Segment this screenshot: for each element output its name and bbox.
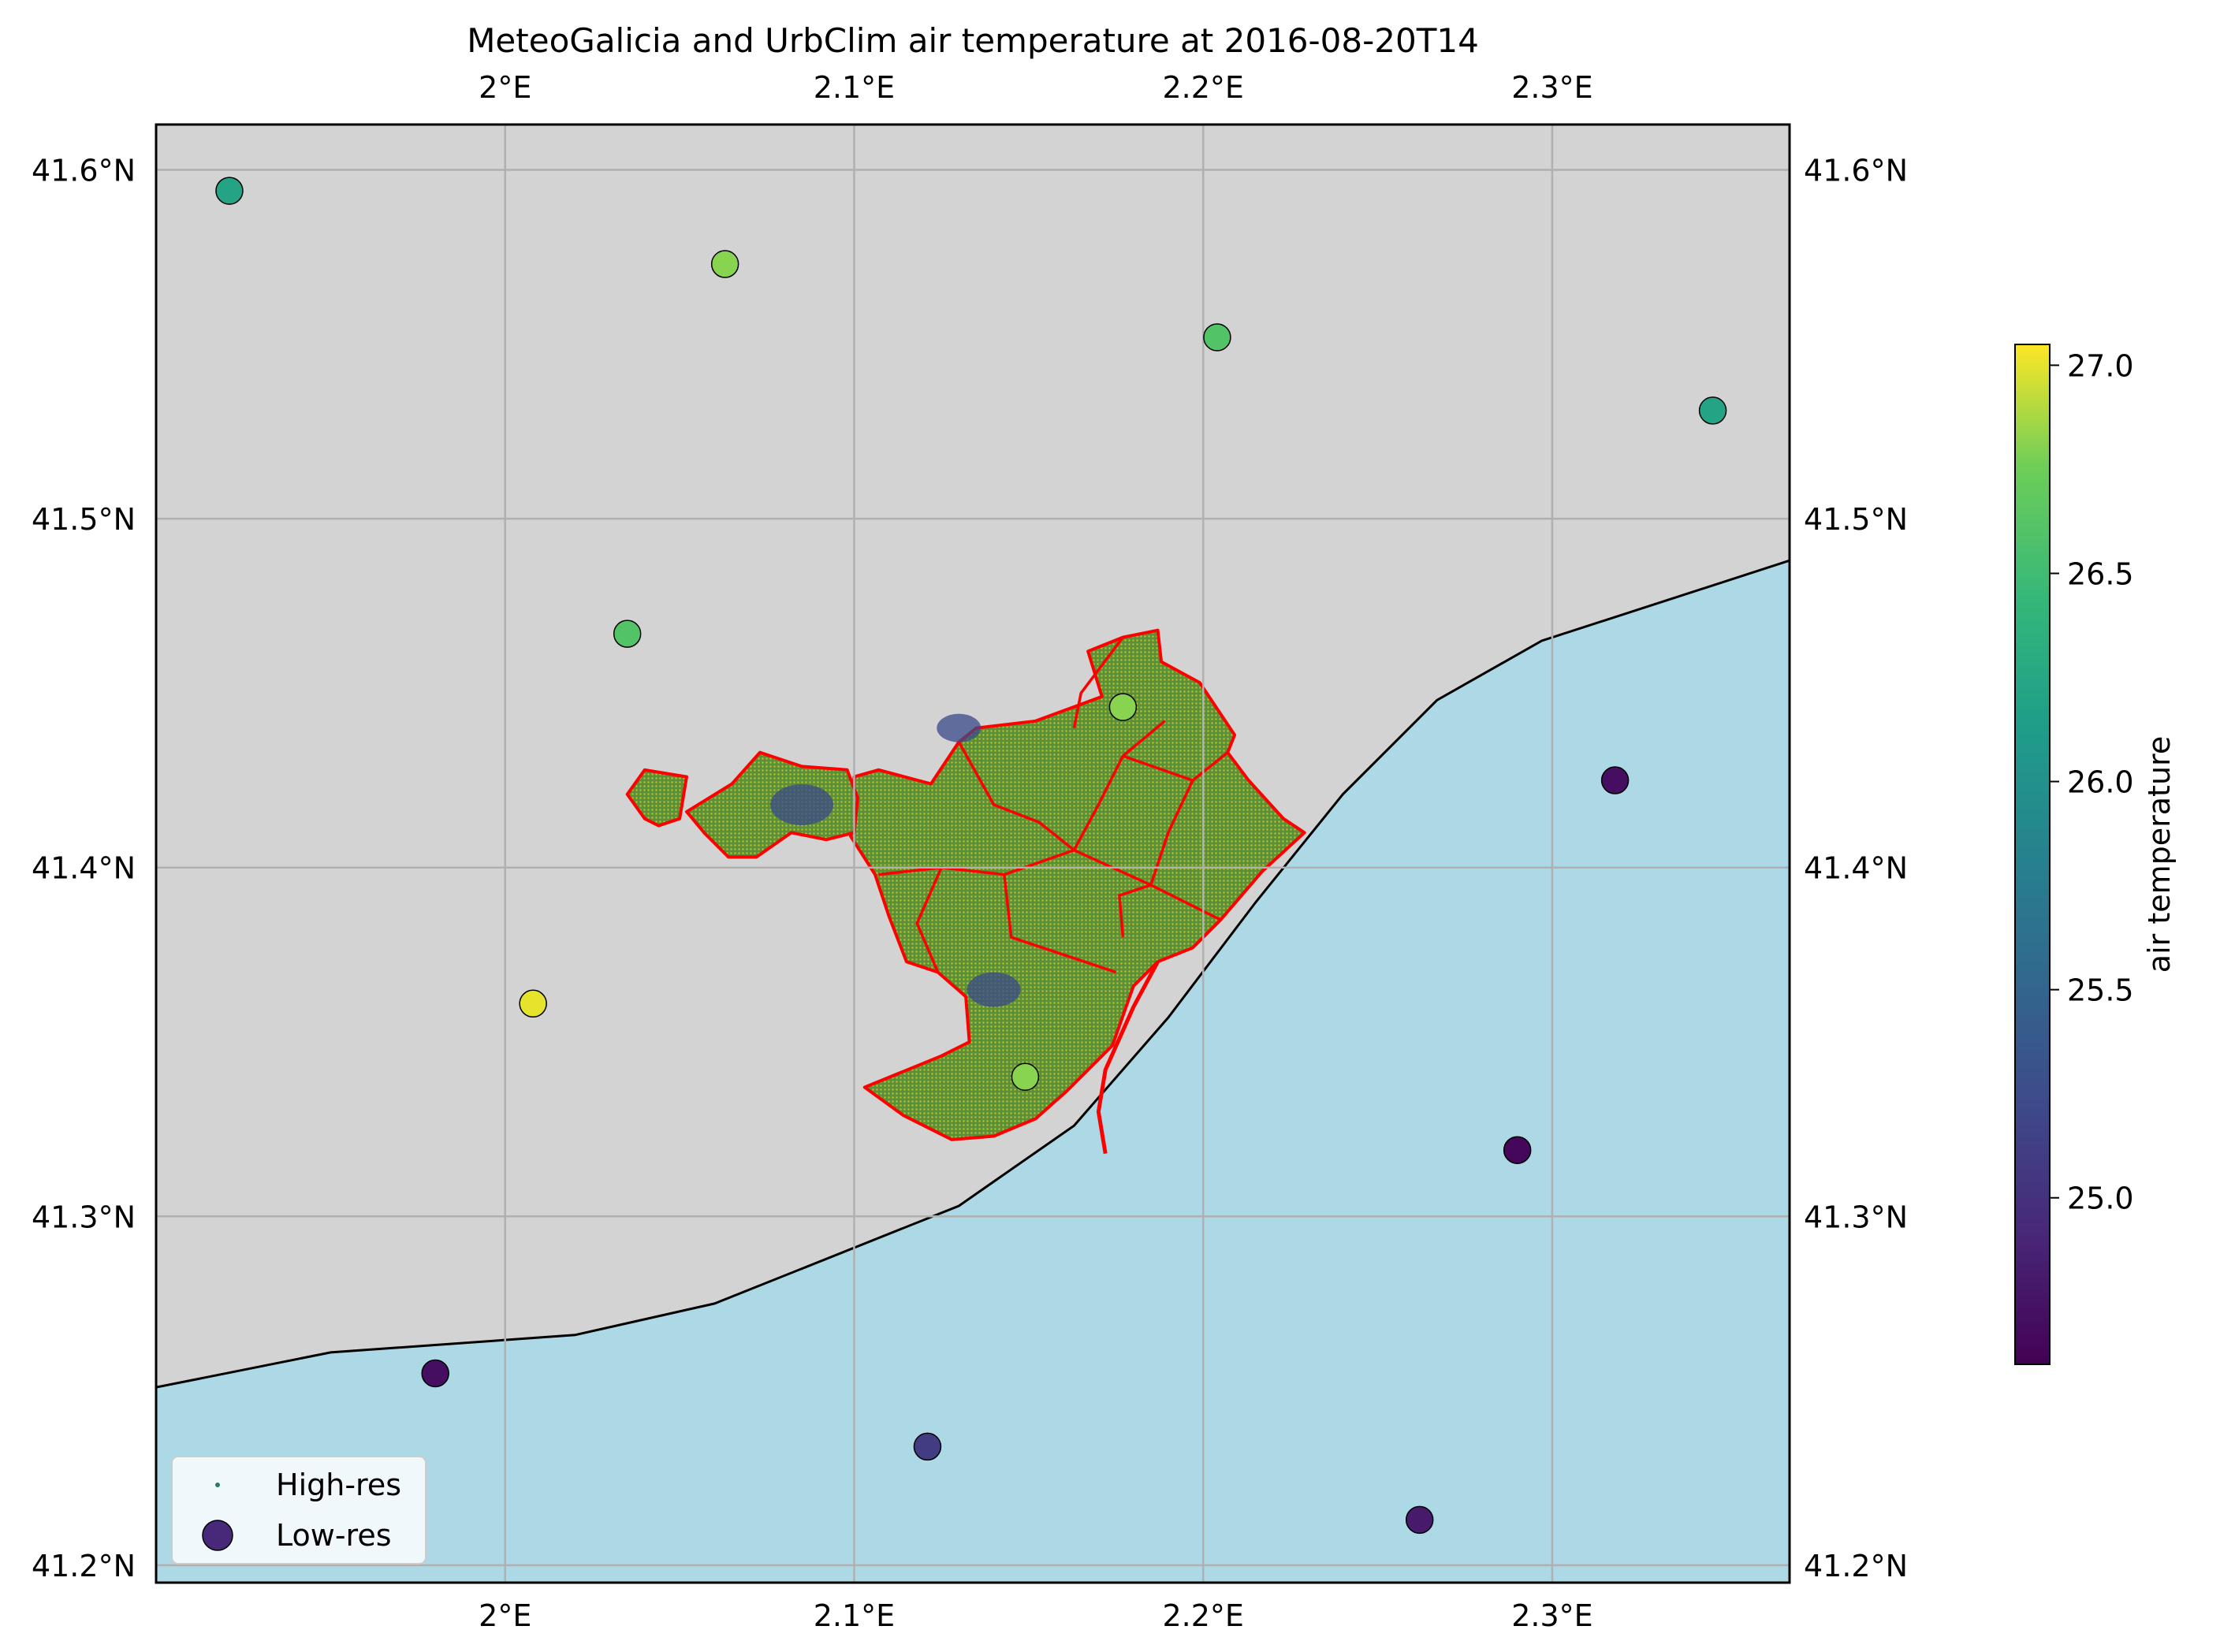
colorbar-label: air temperature xyxy=(2142,736,2177,973)
cool-patch xyxy=(770,784,834,826)
legend-box xyxy=(171,1456,426,1565)
port-breakwater xyxy=(1096,961,1160,1155)
lat-tick-label-left: 41.2°N xyxy=(32,1549,136,1583)
lat-tick-label-left: 41.3°N xyxy=(32,1200,136,1234)
lat-tick-label-right: 41.4°N xyxy=(1804,851,1908,886)
colorbar-tick-label: 25.0 xyxy=(2067,1181,2134,1216)
cool-patch xyxy=(937,713,981,742)
low-res-station-point xyxy=(519,989,547,1018)
lat-tick-label-right: 41.6°N xyxy=(1804,154,1908,188)
low-res-stations xyxy=(215,177,1727,1535)
coastline xyxy=(156,559,1790,1389)
low-res-station-point xyxy=(215,177,244,205)
colorbar: 25.0 25.5 26.0 26.5 27.0 air temperature xyxy=(2014,344,2177,1365)
low-res-station-point xyxy=(1600,766,1630,794)
high-res-islet xyxy=(625,768,688,828)
lon-tick-label-top: 2°E xyxy=(479,70,531,105)
lat-tick-label-left: 41.6°N xyxy=(32,154,136,188)
district-border xyxy=(1003,874,1117,974)
low-res-station-point xyxy=(1405,1505,1434,1535)
colorbar-gradient xyxy=(2014,344,2051,1365)
lat-tick-label-left: 41.5°N xyxy=(32,502,136,537)
high-res-temperature-area xyxy=(625,628,1306,1155)
low-res-station-point xyxy=(1698,396,1727,425)
district-border xyxy=(957,741,1075,851)
lon-tick-label-bottom: 2.2°E xyxy=(1162,1598,1243,1633)
colorbar-tick-label: 25.5 xyxy=(2067,973,2134,1008)
lon-tick-label-top: 2.3°E xyxy=(1511,70,1592,105)
map-frame xyxy=(155,123,1791,1584)
lon-tick-label-bottom: 2°E xyxy=(479,1598,531,1633)
legend-low-res-marker xyxy=(202,1520,233,1551)
colorbar-tick-label: 26.0 xyxy=(2067,765,2134,800)
colorbar-tick-label: 26.5 xyxy=(2067,556,2134,591)
low-res-station-point xyxy=(421,1359,449,1388)
low-res-station-point xyxy=(1203,323,1231,352)
district-border xyxy=(878,848,1075,876)
low-res-station-point xyxy=(1011,1062,1040,1092)
lat-tick-label-right: 41.3°N xyxy=(1804,1200,1908,1234)
cool-patch xyxy=(967,972,1021,1007)
lon-tick-label-top: 2.1°E xyxy=(814,70,895,105)
axis-ticks: 2°E 2°E 2.1°E 2.1°E 2.2°E 2.2°E 2.3°E 2.3°E 41.2… xyxy=(32,70,1908,1633)
sea-area xyxy=(156,560,1790,1583)
low-res-station-point xyxy=(710,250,739,278)
district-border xyxy=(1118,884,1152,938)
district-border xyxy=(1072,636,1124,729)
legend-high-res-label: High-res xyxy=(276,1468,401,1502)
chart-title: MeteoGalicia and UrbClim air temperature… xyxy=(467,21,1479,60)
map-gridlines xyxy=(156,125,1790,1583)
lat-tick-label-right: 41.5°N xyxy=(1804,502,1908,537)
high-res-main-area xyxy=(849,628,1306,1141)
lat-tick-label-left: 41.4°N xyxy=(32,851,136,886)
district-border xyxy=(915,866,943,973)
lat-tick-label-right: 41.2°N xyxy=(1804,1549,1908,1583)
low-res-station-point xyxy=(613,620,642,648)
low-res-station-point xyxy=(1503,1136,1532,1164)
legend-high-res-marker xyxy=(215,1483,220,1487)
low-res-station-point xyxy=(913,1432,942,1461)
colorbar-tick-label: 27.0 xyxy=(2067,348,2134,383)
lon-tick-label-top: 2.2°E xyxy=(1162,70,1243,105)
colorbar-ticks: 25.0 25.5 26.0 26.5 27.0 xyxy=(2050,348,2134,1216)
lon-tick-label-bottom: 2.3°E xyxy=(1511,1598,1592,1633)
district-border xyxy=(1072,720,1166,851)
lon-tick-label-bottom: 2.1°E xyxy=(814,1598,895,1633)
legend-low-res-label: Low-res xyxy=(276,1518,392,1553)
low-res-station-point xyxy=(1108,693,1138,721)
legend: High-res Low-res xyxy=(171,1456,426,1565)
